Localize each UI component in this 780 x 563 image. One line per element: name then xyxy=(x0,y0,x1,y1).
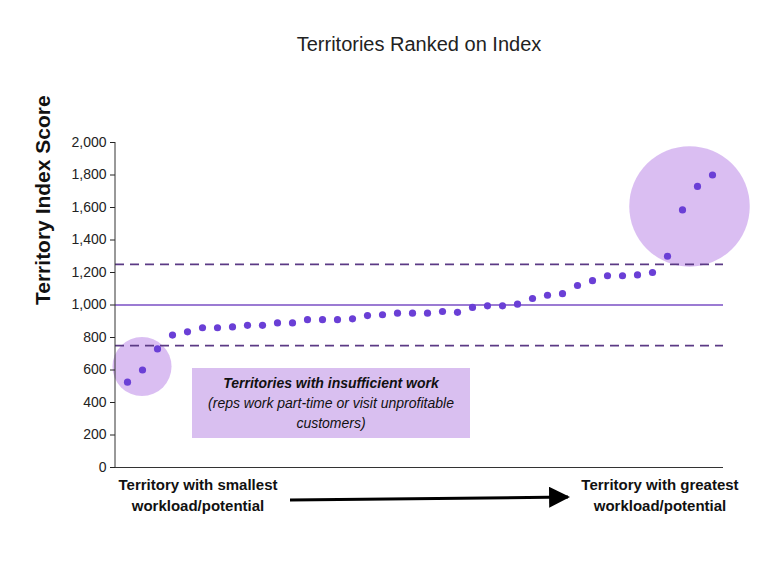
svg-text:1,200: 1,200 xyxy=(71,264,106,280)
svg-text:1,400: 1,400 xyxy=(71,231,106,247)
svg-text:1,600: 1,600 xyxy=(71,199,106,215)
html-text:Territory with greatest worklo: Territory with greatest workload/potenti… xyxy=(581,476,739,514)
html-text:Territories Ranked on Index: Territories Ranked on Index xyxy=(296,33,542,55)
svg-text:0: 0 xyxy=(99,459,107,475)
svg-text:1,800: 1,800 xyxy=(71,166,106,182)
svg-text:1,000: 1,000 xyxy=(71,296,106,312)
html-text:(reps work part-time or visit: (reps work part-time or visit unprofitab… xyxy=(208,395,454,431)
html-text:Territory with smallest worklo: Territory with smallest workload/potenti… xyxy=(118,476,278,514)
svg-text:200: 200 xyxy=(83,426,107,442)
svg-text:Territory Index Score: Territory Index Score xyxy=(31,95,54,305)
svg-text:2,000: 2,000 xyxy=(71,134,106,150)
svg-text:800: 800 xyxy=(83,329,107,345)
svg-text:400: 400 xyxy=(83,394,107,410)
svg-text:600: 600 xyxy=(83,361,107,377)
html-text:Territories with insufficient: Territories with insufficient work xyxy=(223,375,439,391)
